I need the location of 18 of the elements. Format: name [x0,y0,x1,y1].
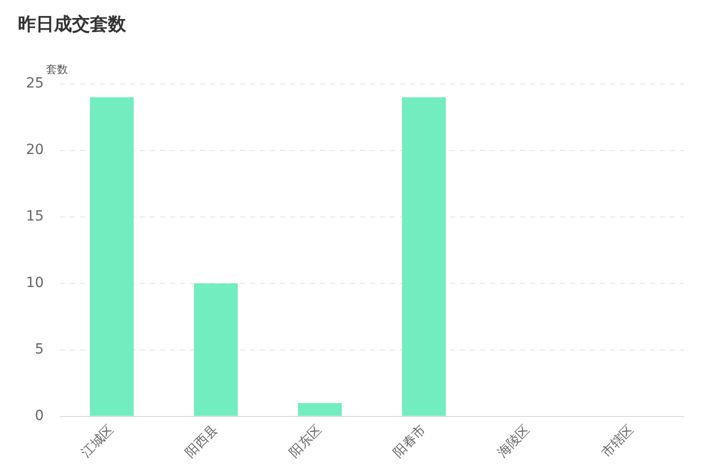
x-tick-label: 江城区 [78,422,118,461]
y-axis-title: 套数 [46,62,68,77]
x-tick-label: 海陵区 [494,422,534,461]
x-tick-label: 阳西县 [182,422,222,461]
bar [90,97,134,416]
x-tick-label: 阳东区 [286,422,326,461]
y-tick-label: 0 [34,408,44,424]
chart-title: 昨日成交套数 [18,13,126,36]
bar [298,403,342,416]
y-tick-label: 5 [34,342,44,358]
x-tick-label: 市辖区 [599,422,638,461]
y-tick-label: 20 [26,142,44,158]
y-tick-label: 10 [26,275,44,292]
y-tick-label: 25 [26,76,44,92]
bar [402,97,446,416]
y-tick-label: 15 [26,208,44,225]
bar [194,283,238,416]
x-tick-label: 阳春市 [390,422,430,461]
